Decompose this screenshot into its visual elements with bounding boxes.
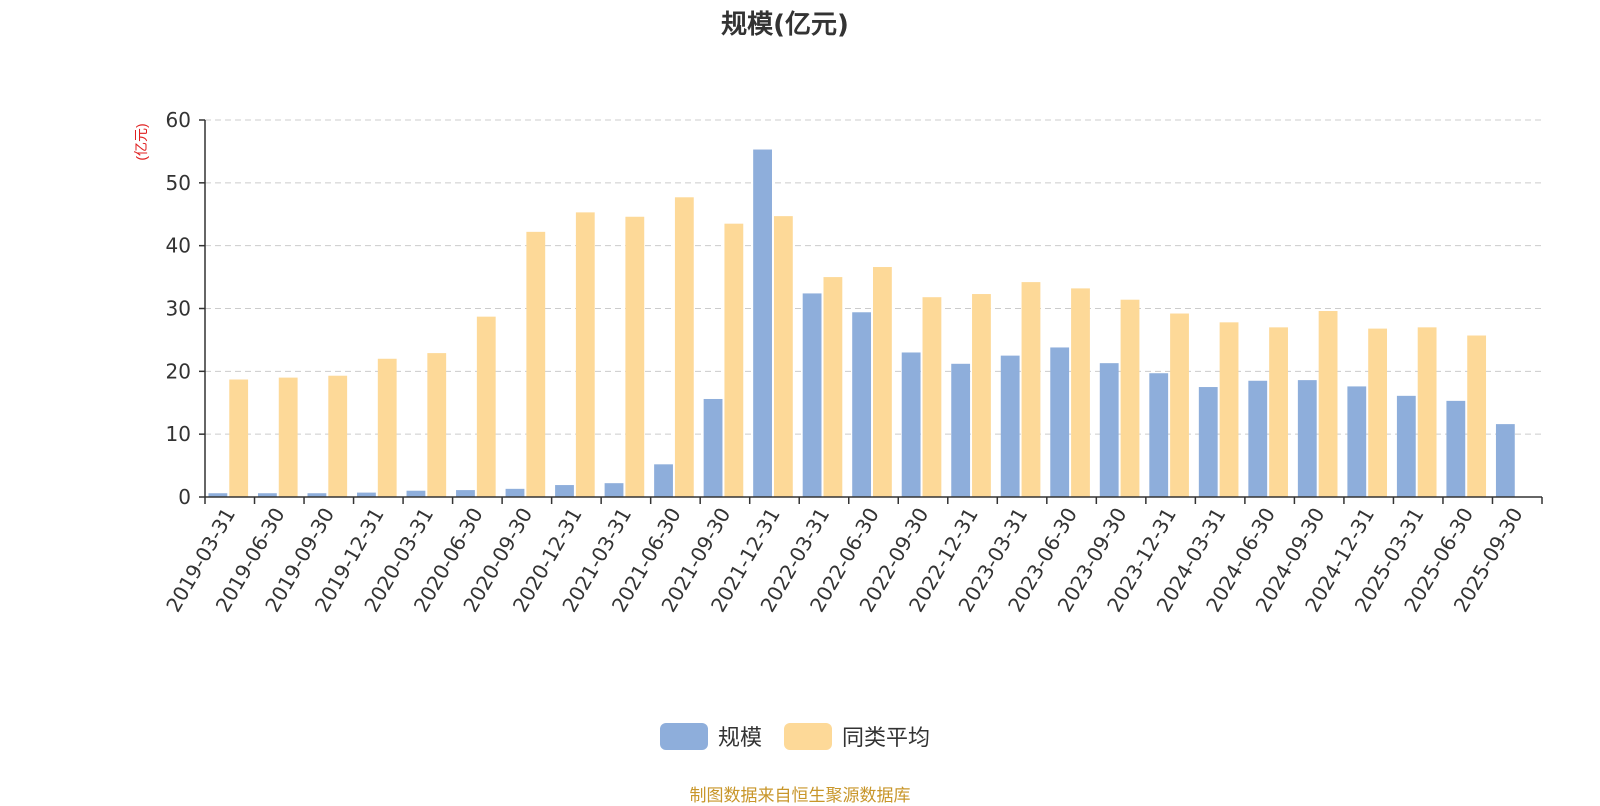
bar-scale[interactable] (1446, 400, 1466, 497)
bar-scale[interactable] (753, 149, 772, 497)
bar-peer-average[interactable] (972, 294, 991, 497)
bar-scale[interactable] (703, 398, 723, 497)
y-tick-label: 40 (166, 234, 191, 258)
bar-peer-average[interactable] (229, 379, 249, 497)
bar-scale[interactable] (357, 492, 376, 497)
bar-peer-average[interactable] (1219, 322, 1239, 497)
bar-scale[interactable] (1000, 355, 1020, 497)
bar-peer-average[interactable] (328, 375, 348, 497)
bar-scale[interactable] (1396, 395, 1416, 497)
y-tick-label: 50 (166, 171, 191, 195)
legend-swatch-peer-average (784, 722, 833, 750)
bar-scale[interactable] (1198, 387, 1218, 497)
bar-peer-average[interactable] (773, 216, 793, 497)
bar-peer-average[interactable] (476, 316, 496, 497)
bar-scale[interactable] (802, 293, 822, 497)
bar-scale[interactable] (901, 352, 921, 497)
bar-peer-average[interactable] (1071, 288, 1090, 497)
bar-peer-average[interactable] (575, 212, 595, 498)
bar-peer-average[interactable] (1368, 328, 1388, 497)
bar-scale[interactable] (1099, 363, 1119, 497)
bar-scale[interactable] (257, 493, 277, 497)
bar-peer-average[interactable] (427, 353, 447, 497)
bar-scale[interactable] (852, 312, 872, 497)
bar-scale[interactable] (307, 493, 327, 497)
bar-scale[interactable] (951, 363, 971, 497)
bar-scale[interactable] (505, 488, 525, 497)
bar-peer-average[interactable] (625, 216, 645, 497)
bar-peer-average[interactable] (278, 377, 298, 497)
bar-scale[interactable] (406, 490, 426, 497)
bar-scale[interactable] (1149, 373, 1169, 497)
bar-peer-average[interactable] (1120, 299, 1140, 497)
bars (208, 149, 1515, 498)
legend-swatch-scale (660, 722, 708, 750)
bar-peer-average[interactable] (377, 358, 397, 497)
bar-peer-average[interactable] (1318, 311, 1338, 497)
bar-scale[interactable] (604, 483, 624, 497)
bar-peer-average[interactable] (1269, 327, 1288, 497)
bar-peer-average[interactable] (1417, 327, 1437, 497)
y-tick-label: 10 (166, 422, 191, 446)
bar-peer-average[interactable] (724, 223, 744, 498)
y-tick-label: 30 (166, 297, 191, 321)
bar-scale[interactable] (555, 485, 574, 497)
bar-scale[interactable] (456, 490, 475, 497)
legend-item-peer-average[interactable]: 同类平均 (784, 720, 930, 752)
bar-peer-average[interactable] (823, 277, 843, 497)
y-tick-label: 60 (166, 108, 191, 132)
bar-peer-average[interactable] (1021, 282, 1041, 497)
bar-peer-average[interactable] (922, 297, 942, 497)
legend-item-scale[interactable]: 规模 (660, 720, 762, 752)
bar-peer-average[interactable] (526, 231, 546, 498)
bar-peer-average[interactable] (1170, 313, 1189, 497)
bar-scale[interactable] (1297, 380, 1317, 497)
y-tick-label: 20 (166, 359, 191, 383)
source-note: 制图数据来自恒生聚源数据库 (689, 786, 911, 806)
bar-peer-average[interactable] (873, 267, 892, 497)
bar-scale[interactable] (654, 464, 673, 497)
bar-scale[interactable] (1050, 347, 1070, 497)
legend-label-peer-average: 同类平均 (842, 726, 931, 751)
y-axis-label: (亿元) (133, 123, 149, 160)
y-tick-label: 0 (178, 485, 191, 509)
bar-scale[interactable] (208, 493, 228, 497)
bar-peer-average[interactable] (1467, 335, 1487, 497)
bar-scale[interactable] (1347, 386, 1367, 497)
legend-label-scale: 规模 (718, 726, 763, 751)
bar-scale[interactable] (1495, 424, 1515, 497)
bar-scale[interactable] (1248, 380, 1268, 497)
legend: 规模 同类平均 (660, 720, 952, 752)
chart-title: 规模(亿元) (721, 10, 849, 40)
bar-peer-average[interactable] (674, 197, 694, 497)
